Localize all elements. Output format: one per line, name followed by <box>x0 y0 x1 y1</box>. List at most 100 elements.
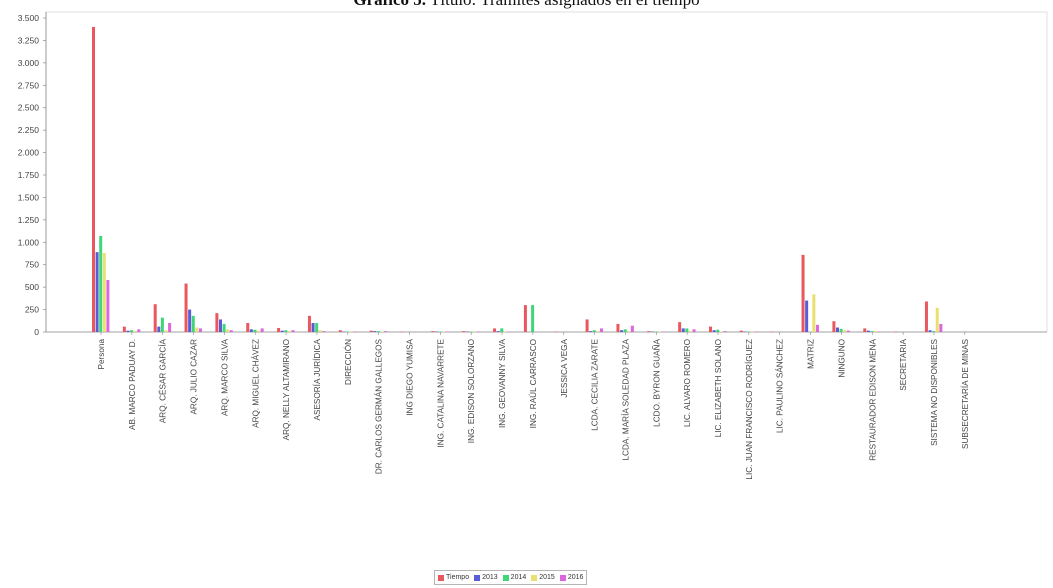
bar <box>462 331 466 332</box>
bar <box>846 330 850 332</box>
bar <box>384 331 388 332</box>
legend-label: 2016 <box>567 574 584 581</box>
bar <box>168 323 172 332</box>
bar <box>839 328 843 332</box>
bar <box>801 254 805 332</box>
bar <box>836 327 839 332</box>
caption-text: Título: Trámites asignados en el tiempo <box>426 0 700 9</box>
bar <box>719 331 723 333</box>
legend-item: 2016 <box>559 574 584 581</box>
bar <box>102 253 106 332</box>
x-tick-label: LIC. ELIZABETH SOLANO <box>714 339 723 437</box>
bar <box>627 331 631 332</box>
bar <box>658 331 662 333</box>
bar <box>754 331 758 333</box>
bar <box>585 319 589 332</box>
bar <box>353 331 357 333</box>
bar <box>219 319 222 332</box>
y-tick-label: 2.500 <box>18 103 40 113</box>
y-tick-label: 2.250 <box>18 125 40 135</box>
bar <box>222 323 226 332</box>
x-tick-label: ASESORÍA JURÍDICA <box>312 338 322 420</box>
bar <box>184 283 188 332</box>
legend-item: 2013 <box>474 574 498 581</box>
legend-label: 2015 <box>539 574 555 581</box>
bar <box>349 331 353 333</box>
bar <box>688 331 692 332</box>
bar <box>346 331 349 333</box>
bar <box>747 331 751 333</box>
bar <box>523 305 527 332</box>
bar <box>874 331 878 332</box>
x-tick-label: LCDA. MARÍA SOLEDAD PLAZA <box>620 338 630 460</box>
x-tick-label: ING DIEGO YUMISA <box>406 338 415 415</box>
x-tick-label: DR. CARLOS GERMÁN GALLEGOS <box>374 338 384 474</box>
bar <box>928 330 932 332</box>
x-tick-label: ARQ. MIGUEL CHÁVEZ <box>250 339 260 428</box>
x-tick-label: Persona <box>97 339 106 370</box>
y-tick-label: 0 <box>34 327 39 337</box>
bar <box>137 329 141 332</box>
y-tick-label: 1.500 <box>18 192 40 202</box>
y-tick-label: 2.000 <box>18 148 40 158</box>
bar-chart: 0 250 500 750 1.000 1.250 1.500 1.750 2.000 2.250… <box>18 11 1048 480</box>
bar <box>500 328 504 332</box>
bar <box>126 330 130 332</box>
y-tick-label: 1.000 <box>18 237 40 247</box>
bar <box>620 330 624 332</box>
bar <box>589 331 593 332</box>
bar <box>284 330 288 332</box>
bar <box>473 331 476 333</box>
x-tick-label: DIRECCIÓN <box>343 339 353 385</box>
x-tick-label: MATRIZ <box>807 339 816 369</box>
legend-item: 2014 <box>502 574 527 581</box>
bar <box>157 326 161 332</box>
bar <box>476 331 480 333</box>
bar <box>257 330 261 332</box>
bar <box>260 328 264 332</box>
x-tick-label: RESTAURADOR EDISON MENA <box>868 338 877 460</box>
x-tick-label: AB. MARCO PADUAY D. <box>128 339 137 430</box>
bar <box>373 331 377 332</box>
bar <box>280 330 284 332</box>
bar <box>380 331 384 333</box>
bar <box>215 313 219 332</box>
bar <box>863 328 867 332</box>
bar <box>95 252 99 332</box>
bar <box>188 309 192 332</box>
legend-label: 2014 <box>510 574 527 581</box>
bar <box>554 331 558 333</box>
bar <box>750 331 754 333</box>
bar <box>650 331 654 333</box>
legend-swatch <box>474 574 481 581</box>
bar <box>249 329 253 332</box>
bar <box>743 331 747 333</box>
x-tick-label: ING. CATALINA NAVARRETE <box>436 338 445 447</box>
x-tick-label: LIC. JUAN FRANCISCO RODRÍGUEZ <box>744 339 754 480</box>
bar <box>866 330 870 332</box>
bar <box>685 328 689 332</box>
bar <box>442 331 446 333</box>
bar <box>815 324 819 332</box>
bar <box>596 331 600 332</box>
bar <box>592 330 596 332</box>
bar <box>623 329 627 332</box>
bar <box>376 331 380 332</box>
legend-swatch <box>502 574 509 581</box>
bar <box>870 331 874 332</box>
bar <box>191 315 195 332</box>
bar <box>894 331 898 333</box>
bar <box>531 305 535 332</box>
bar <box>318 330 322 332</box>
bar <box>315 323 319 332</box>
bar <box>805 300 809 332</box>
bar <box>153 304 157 332</box>
bar <box>932 331 936 332</box>
bar <box>647 331 651 332</box>
bar <box>342 331 346 333</box>
legend-item: Tiempo <box>438 574 469 581</box>
bar <box>92 26 95 332</box>
bar <box>369 330 373 332</box>
x-tick-label: ARQ. JULIO CAZAR <box>190 339 199 415</box>
y-tick-label: 3.500 <box>18 13 40 23</box>
